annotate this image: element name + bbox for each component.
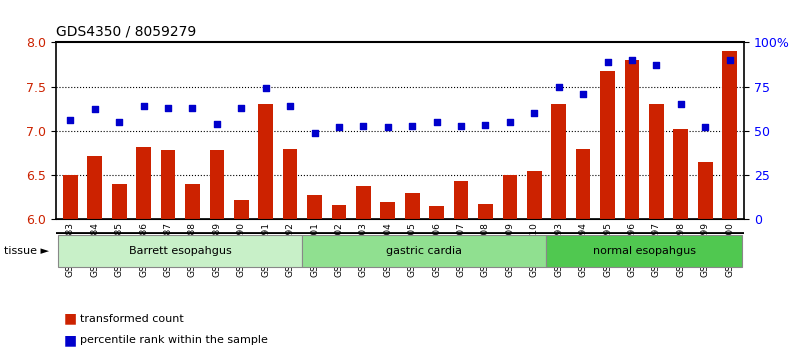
Bar <box>722 51 737 219</box>
Bar <box>356 186 371 219</box>
Text: percentile rank within the sample: percentile rank within the sample <box>80 335 267 345</box>
Bar <box>429 206 444 219</box>
Bar <box>136 147 151 219</box>
Point <box>552 84 565 90</box>
Text: ■: ■ <box>64 333 76 347</box>
FancyBboxPatch shape <box>58 235 302 267</box>
Bar <box>552 104 566 219</box>
Text: gastric cardia: gastric cardia <box>386 246 462 256</box>
Point <box>308 130 321 136</box>
Point <box>64 118 76 123</box>
Point <box>259 86 272 91</box>
Text: transformed count: transformed count <box>80 314 183 324</box>
Point <box>674 102 687 107</box>
Point <box>357 123 369 129</box>
Point <box>381 124 394 130</box>
Bar <box>234 200 248 219</box>
Point <box>113 119 126 125</box>
Point <box>455 123 467 129</box>
Point <box>431 119 443 125</box>
Bar <box>673 129 688 219</box>
Bar <box>405 193 419 219</box>
Bar <box>209 150 224 219</box>
Bar <box>161 150 175 219</box>
Bar <box>576 149 591 219</box>
Text: Barrett esopahgus: Barrett esopahgus <box>129 246 232 256</box>
Point <box>406 123 419 129</box>
Bar <box>502 175 517 219</box>
Point <box>235 105 248 111</box>
Point <box>699 125 712 130</box>
Point <box>186 105 199 111</box>
FancyBboxPatch shape <box>547 235 742 267</box>
Point <box>162 105 174 111</box>
Point <box>333 125 345 130</box>
FancyBboxPatch shape <box>302 235 547 267</box>
Text: ■: ■ <box>64 312 76 326</box>
Point <box>577 91 590 97</box>
Bar <box>600 71 615 219</box>
Bar <box>332 205 346 219</box>
Point <box>528 110 540 116</box>
Bar <box>698 162 712 219</box>
Text: GDS4350 / 8059279: GDS4350 / 8059279 <box>56 25 196 39</box>
Bar <box>527 171 541 219</box>
Point <box>210 121 223 127</box>
Bar <box>649 104 664 219</box>
Point <box>626 57 638 63</box>
Bar <box>112 184 127 219</box>
Point <box>650 62 663 68</box>
Bar <box>88 156 102 219</box>
Point <box>137 103 150 109</box>
Bar <box>63 175 78 219</box>
Bar <box>625 60 639 219</box>
Bar <box>259 104 273 219</box>
Bar <box>283 149 298 219</box>
Point <box>724 57 736 63</box>
Text: normal esopahgus: normal esopahgus <box>593 246 696 256</box>
Bar <box>478 204 493 219</box>
Point <box>504 119 517 125</box>
Bar <box>454 181 468 219</box>
Point <box>283 103 296 109</box>
Point <box>479 122 492 127</box>
Point <box>601 59 614 65</box>
Bar <box>185 184 200 219</box>
Point <box>88 106 101 112</box>
Text: tissue ►: tissue ► <box>4 246 49 256</box>
Bar <box>307 195 322 219</box>
Bar <box>380 202 395 219</box>
